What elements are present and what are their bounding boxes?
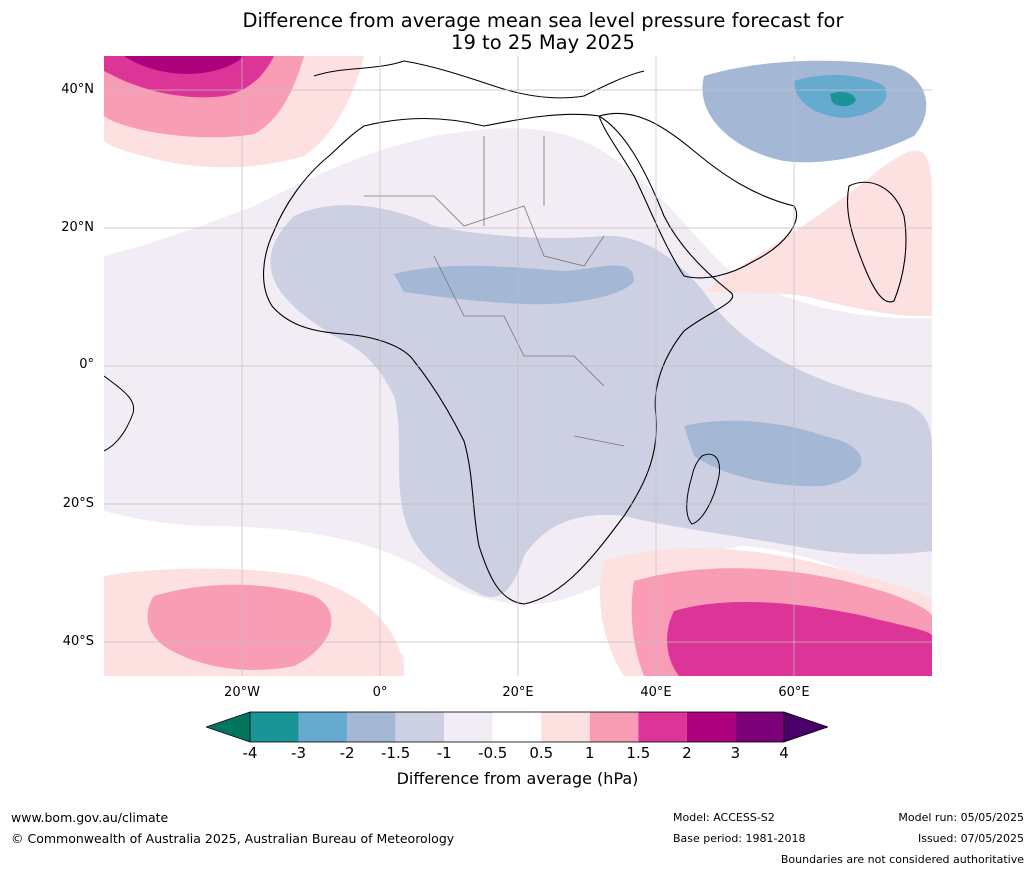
anomaly-region-blue-indian-ocean — [684, 420, 862, 487]
colorbar-extend-over — [783, 711, 830, 743]
footer-base-period: Base period: 1981-2018 — [673, 832, 806, 845]
europe-coastline — [313, 60, 645, 99]
anomaly-region-light-blue — [270, 205, 932, 597]
lon-label-40e: 40°E — [640, 685, 672, 700]
colorbar-segment — [250, 712, 299, 742]
anomaly-region-magenta-se — [667, 601, 932, 676]
colorbar-tick-label: -2 — [339, 744, 355, 762]
colorbar-tick-label: 0.5 — [529, 744, 554, 762]
colorbar-tick-label: 1.5 — [626, 744, 651, 762]
lon-label-20w: 20°W — [224, 685, 260, 700]
footer-website: www.bom.gov.au/climate — [11, 810, 169, 825]
india-coastline — [846, 181, 907, 303]
footer-model: Model: ACCESS-S2 — [673, 811, 775, 824]
colorbar-tick-label: 1 — [585, 744, 595, 762]
colorbar-svg — [204, 711, 830, 743]
lat-label-40s: 40°S — [62, 634, 94, 649]
footer-disclaimer: Boundaries are not considered authoritat… — [780, 853, 1024, 866]
anomaly-region-deep-magenta-nw — [124, 56, 244, 74]
pressure-anomaly-map — [104, 56, 932, 676]
colorbar-tick-label: -1.5 — [380, 744, 411, 762]
colorbar-tick-label: 2 — [682, 744, 692, 762]
colorbar-segment — [395, 712, 445, 742]
colorbar-segment — [735, 712, 784, 742]
colorbar-tick-label: -0.5 — [478, 744, 508, 762]
colorbar-label: Difference from average (hPa) — [396, 769, 639, 788]
title-line-1: Difference from average mean sea level p… — [242, 9, 844, 32]
colorbar-segment — [686, 712, 736, 742]
colorbar-extend-under — [204, 711, 251, 743]
arabia-coastline — [598, 112, 798, 279]
colorbar-tick-label: 3 — [730, 744, 741, 762]
anomaly-region-pink-sw — [147, 584, 332, 670]
colorbar-segment — [298, 712, 348, 742]
africa-coastline — [263, 113, 734, 605]
colorbar — [204, 711, 830, 743]
colorbar-tick-label: -3 — [291, 744, 307, 762]
south-america-coastline — [104, 375, 135, 452]
footer-copyright: © Commonwealth of Australia 2025, Austra… — [11, 831, 455, 846]
lat-label-20n: 20°N — [61, 220, 94, 235]
map-svg — [104, 56, 932, 676]
anomaly-region-blue-band-sahel — [394, 265, 634, 305]
lon-label-0: 0° — [372, 685, 388, 700]
anomaly-region-pink-light-arabia — [704, 150, 932, 317]
colorbar-tick-label: -1 — [436, 744, 452, 762]
colorbar-segment — [589, 712, 639, 742]
anomaly-region-teal-asia — [830, 92, 856, 107]
lat-label-0: 0° — [79, 357, 94, 372]
colorbar-tick-label: 4 — [779, 744, 789, 762]
title-line-2: 19 to 25 May 2025 — [451, 31, 635, 54]
colorbar-segment — [444, 712, 493, 742]
lat-label-40n: 40°N — [61, 82, 94, 97]
lon-label-20e: 20°E — [502, 685, 534, 700]
colorbar-segment — [541, 712, 590, 742]
footer-model-run: Model run: 05/05/2025 — [898, 811, 1024, 824]
colorbar-segment — [347, 712, 396, 742]
colorbar-tick-label: -4 — [242, 744, 258, 762]
colorbar-frame — [249, 711, 785, 743]
colorbar-segment — [638, 712, 687, 742]
country-borders — [364, 136, 625, 447]
footer-issued: Issued: 07/05/2025 — [917, 832, 1024, 845]
lat-label-20s: 20°S — [62, 496, 94, 511]
graticule — [104, 56, 932, 676]
colorbar-segment — [492, 712, 542, 742]
madagascar-coastline — [686, 453, 721, 525]
lon-label-60e: 60°E — [778, 685, 810, 700]
map-title: Difference from average mean sea level p… — [0, 10, 1035, 54]
anomaly-region-blue-asia — [702, 60, 927, 163]
